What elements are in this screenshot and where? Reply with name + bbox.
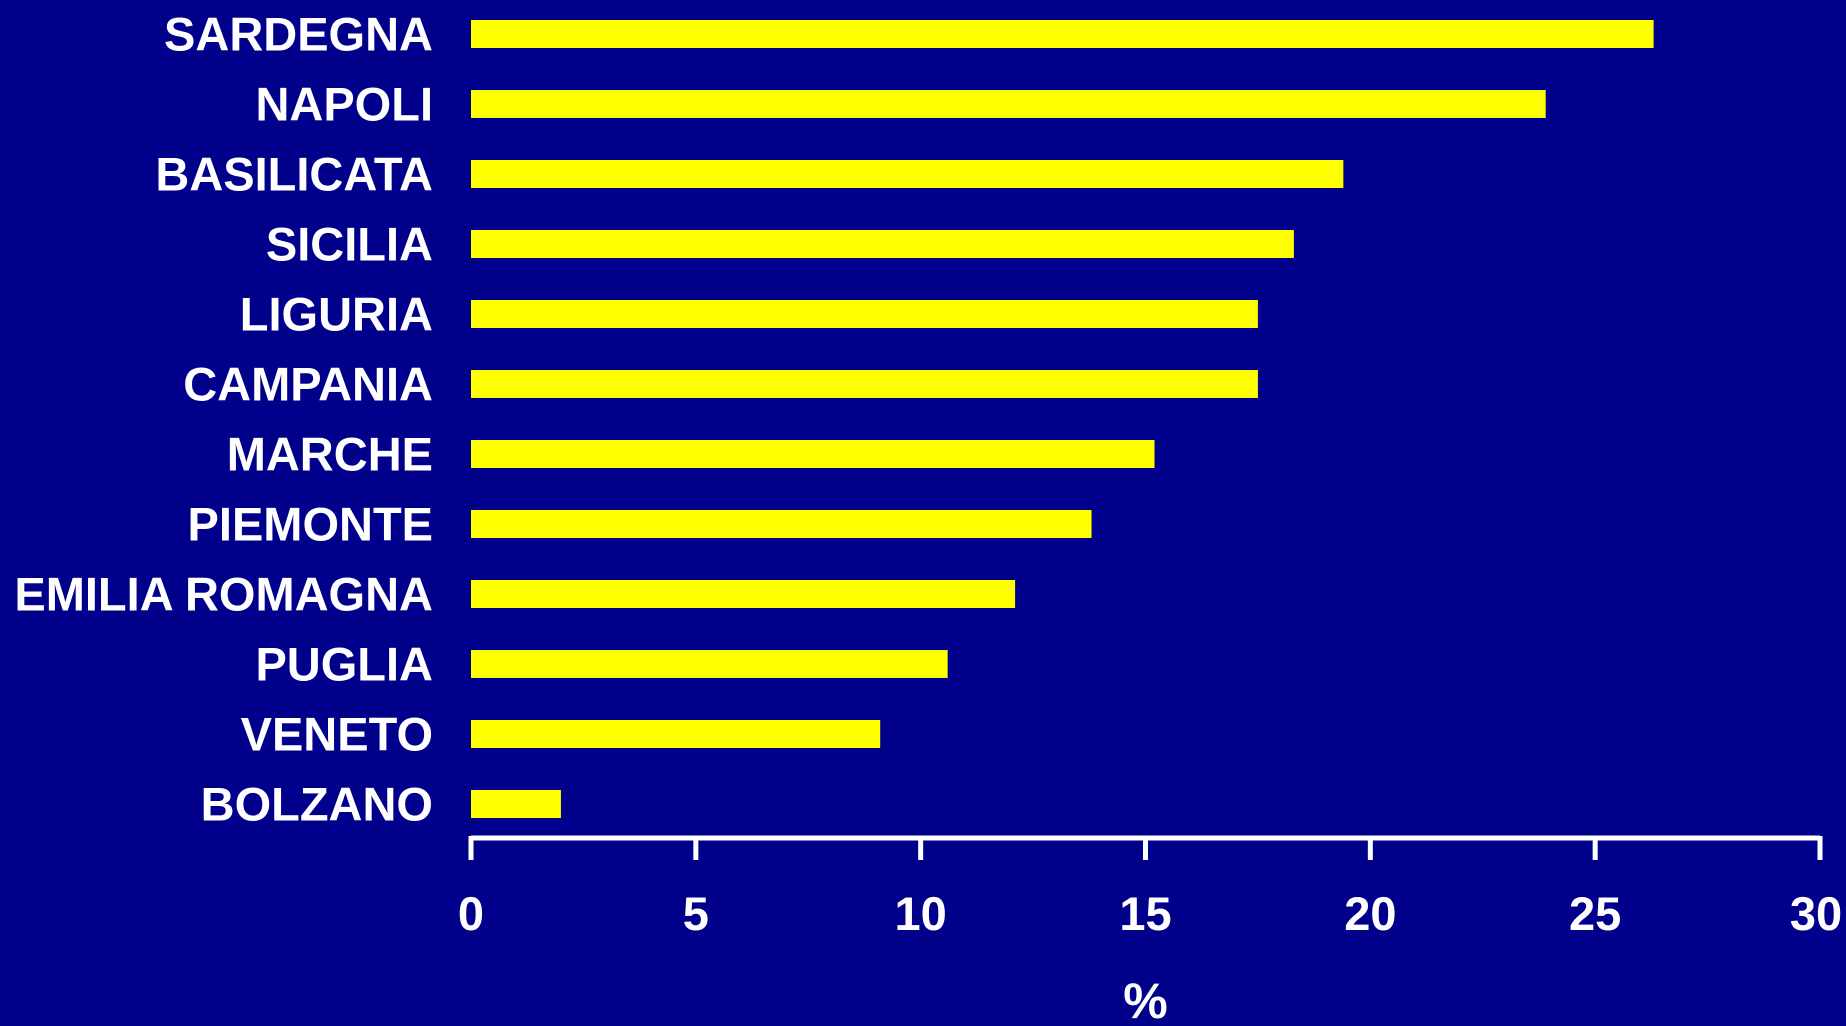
category-label-napoli: NAPOLI (255, 77, 433, 130)
category-labels-group: SARDEGNA NAPOLI BASILICATA SICILIA LIGURIA CA… (14, 7, 433, 830)
x-tick-label-25: 25 (1569, 887, 1621, 940)
bar-napoli (471, 90, 1546, 118)
bars-group (471, 20, 1654, 818)
category-label-veneto: VENETO (241, 707, 433, 760)
x-axis-title: % (1123, 973, 1167, 1026)
category-label-piemonte: PIEMONTE (188, 497, 433, 550)
category-label-marche: MARCHE (227, 427, 433, 480)
category-label-liguria: LIGURIA (240, 287, 433, 340)
bar-campania (471, 370, 1258, 398)
category-label-basilicata: BASILICATA (155, 147, 433, 200)
x-tick-label-15: 15 (1119, 887, 1171, 940)
category-label-bolzano: BOLZANO (201, 777, 433, 830)
bar-marche (471, 440, 1155, 468)
bar-liguria (471, 300, 1258, 328)
category-label-sardegna: SARDEGNA (164, 7, 433, 60)
bar-sardegna (471, 20, 1654, 48)
category-label-emilia-romagna: EMILIA ROMAGNA (14, 567, 433, 620)
category-label-sicilia: SICILIA (266, 217, 433, 270)
bar-sicilia (471, 230, 1294, 258)
x-tick-label-10: 10 (895, 887, 947, 940)
x-ticks-group: 0 5 10 15 20 25 30 (458, 836, 1842, 940)
bar-veneto (471, 720, 881, 748)
category-label-campania: CAMPANIA (183, 357, 433, 410)
x-tick-label-0: 0 (458, 887, 484, 940)
x-tick-label-30: 30 (1790, 887, 1842, 940)
bar-puglia (471, 650, 948, 678)
bar-bolzano (471, 790, 561, 818)
bar-basilicata (471, 160, 1344, 188)
x-tick-label-20: 20 (1344, 887, 1396, 940)
category-label-puglia: PUGLIA (255, 637, 433, 690)
bar-piemonte (471, 510, 1092, 538)
bar-emilia-romagna (471, 580, 1016, 608)
x-tick-label-5: 5 (683, 887, 709, 940)
